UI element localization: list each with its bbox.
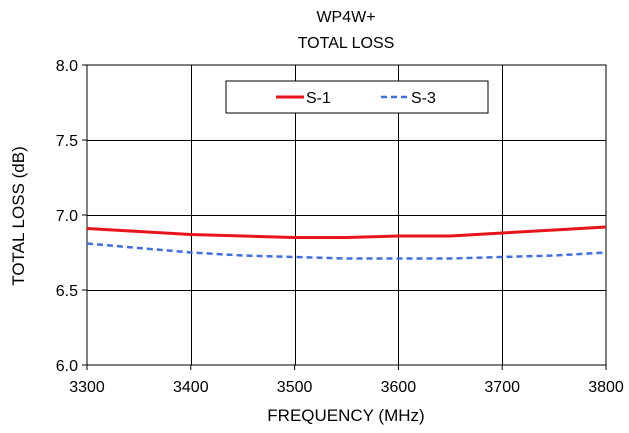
- y-tick-label: 6.0: [56, 358, 78, 375]
- legend-label-s-1: S-1: [306, 90, 331, 107]
- y-tick-label: 7.0: [56, 208, 78, 225]
- y-axis-label: TOTAL LOSS (dB): [9, 146, 28, 286]
- x-tick-label: 3500: [277, 379, 313, 396]
- series-layer: [86, 225, 607, 260]
- y-tick-label: 8.0: [56, 58, 78, 75]
- series-line-s-1: [86, 225, 607, 239]
- series-line-s-3: [86, 242, 607, 260]
- x-axis-label: FREQUENCY (MHz): [267, 406, 424, 425]
- x-tick-label: 3400: [173, 379, 209, 396]
- chart-title-line-1: WP4W+: [316, 9, 375, 26]
- y-tick-label: 7.5: [56, 133, 78, 150]
- y-tick-label: 6.5: [56, 283, 78, 300]
- chart-title: WP4W+ TOTAL LOSS: [298, 9, 395, 52]
- legend: S-1 S-3: [225, 80, 489, 114]
- tick-labels: 3300 3400 3500 3600 3700 3800 6.0 6.5 7.0 7.5 8.0: [56, 58, 624, 396]
- x-tick-label: 3600: [381, 379, 417, 396]
- x-tick-label: 3300: [69, 379, 105, 396]
- legend-label-s-3: S-3: [411, 90, 436, 107]
- chart-title-line-2: TOTAL LOSS: [298, 35, 395, 52]
- x-tick-label: 3700: [484, 379, 520, 396]
- x-tick-label: 3800: [588, 379, 624, 396]
- grid-lines: [87, 65, 606, 365]
- legend-box: [225, 80, 489, 114]
